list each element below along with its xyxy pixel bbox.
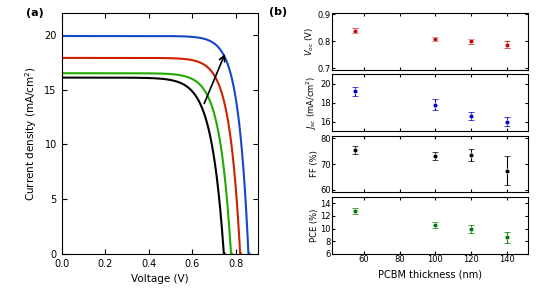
X-axis label: PCBM thickness (nm): PCBM thickness (nm): [378, 270, 482, 280]
Text: (b): (b): [269, 7, 287, 17]
Y-axis label: FF (%): FF (%): [310, 151, 318, 177]
Y-axis label: Current density (mA/cm$^2$): Current density (mA/cm$^2$): [23, 66, 39, 201]
X-axis label: Voltage (V): Voltage (V): [131, 274, 189, 284]
Y-axis label: $V_{oc}$ (V): $V_{oc}$ (V): [303, 27, 316, 56]
Text: (a): (a): [26, 8, 44, 18]
Y-axis label: PCE (%): PCE (%): [310, 209, 319, 242]
Y-axis label: $J_{sc}$ (mA/cm$^2$): $J_{sc}$ (mA/cm$^2$): [304, 76, 318, 130]
